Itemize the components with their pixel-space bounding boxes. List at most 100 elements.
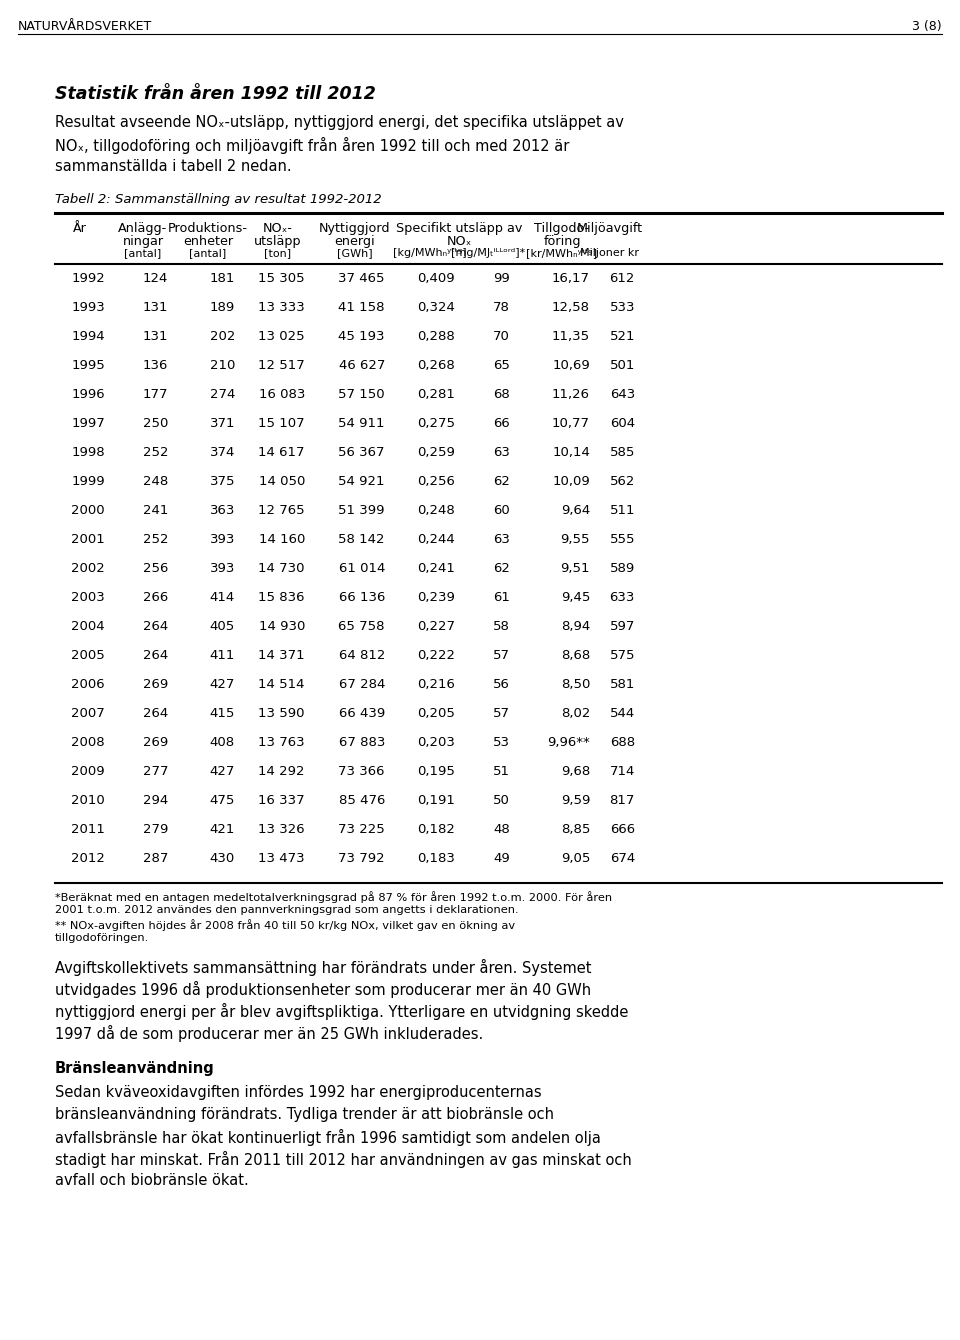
Text: 54 921: 54 921 [339,474,385,488]
Text: 99: 99 [493,272,510,285]
Text: 269: 269 [143,678,168,691]
Text: 562: 562 [610,474,635,488]
Text: 274: 274 [209,389,235,401]
Text: Miljoner kr: Miljoner kr [581,248,639,259]
Text: 13 590: 13 590 [258,708,305,720]
Text: 60: 60 [493,504,510,517]
Text: 544: 544 [610,708,635,720]
Text: 252: 252 [142,533,168,545]
Text: bränsleanvändning förändrats. Tydliga trender är att biobränsle och: bränsleanvändning förändrats. Tydliga tr… [55,1107,554,1122]
Text: 0,259: 0,259 [418,446,455,460]
Text: 14 617: 14 617 [258,446,305,460]
Text: 78: 78 [493,302,510,314]
Text: 45 193: 45 193 [339,330,385,343]
Text: 585: 585 [610,446,635,460]
Text: 2002: 2002 [71,561,105,575]
Text: ** NOx-avgiften höjdes år 2008 från 40 till 50 kr/kg NOx, vilket gav en ökning a: ** NOx-avgiften höjdes år 2008 från 40 t… [55,919,516,931]
Text: 73 366: 73 366 [339,765,385,779]
Text: 13 326: 13 326 [258,823,305,836]
Text: 252: 252 [142,446,168,460]
Text: 10,77: 10,77 [552,417,590,430]
Text: 3 (8): 3 (8) [912,20,942,34]
Text: 264: 264 [143,649,168,662]
Text: 363: 363 [209,504,235,517]
Text: 604: 604 [610,417,635,430]
Text: 666: 666 [610,823,635,836]
Text: 68: 68 [493,389,510,401]
Text: 13 333: 13 333 [258,302,305,314]
Text: Bränsleanvändning: Bränsleanvändning [55,1061,215,1076]
Text: 189: 189 [209,302,235,314]
Text: 0,195: 0,195 [418,765,455,779]
Text: 0,409: 0,409 [418,272,455,285]
Text: 62: 62 [493,561,510,575]
Text: 264: 264 [143,708,168,720]
Text: 1997: 1997 [71,417,105,430]
Text: 9,68: 9,68 [561,765,590,779]
Text: 0,281: 0,281 [418,389,455,401]
Text: 11,26: 11,26 [552,389,590,401]
Text: NOₓ: NOₓ [446,234,471,248]
Text: 10,14: 10,14 [552,446,590,460]
Text: NOₓ, tillgodoföring och miljöavgift från åren 1992 till och med 2012 är: NOₓ, tillgodoföring och miljöavgift från… [55,137,569,154]
Text: 2007: 2007 [71,708,105,720]
Text: 66 136: 66 136 [339,591,385,604]
Text: 67 284: 67 284 [339,678,385,691]
Text: 411: 411 [209,649,235,662]
Text: 8,85: 8,85 [561,823,590,836]
Text: 1995: 1995 [71,359,105,373]
Text: 48: 48 [493,823,510,836]
Text: 393: 393 [209,533,235,545]
Text: avfallsbränsle har ökat kontinuerligt från 1996 samtidigt som andelen olja: avfallsbränsle har ökat kontinuerligt fr… [55,1130,601,1146]
Text: 1993: 1993 [71,302,105,314]
Text: 8,50: 8,50 [561,678,590,691]
Text: [antal]: [antal] [125,248,161,259]
Text: 0,256: 0,256 [418,474,455,488]
Text: 264: 264 [143,620,168,632]
Text: 393: 393 [209,561,235,575]
Text: 521: 521 [610,330,635,343]
Text: 427: 427 [209,765,235,779]
Text: 58 142: 58 142 [339,533,385,545]
Text: 287: 287 [143,852,168,866]
Text: 51: 51 [493,765,510,779]
Text: 8,94: 8,94 [561,620,590,632]
Text: 475: 475 [209,795,235,807]
Text: 177: 177 [142,389,168,401]
Text: 14 050: 14 050 [258,474,305,488]
Text: 9,45: 9,45 [561,591,590,604]
Text: 11,35: 11,35 [552,330,590,343]
Text: 67 883: 67 883 [339,736,385,749]
Text: 16 083: 16 083 [258,389,305,401]
Text: 9,59: 9,59 [561,795,590,807]
Text: 66 439: 66 439 [339,708,385,720]
Text: 0,222: 0,222 [417,649,455,662]
Text: 714: 714 [610,765,635,779]
Text: 1999: 1999 [71,474,105,488]
Text: [mg/MJₜᴵᴸᴸᵒʳᵈ]*: [mg/MJₜᴵᴸᴸᵒʳᵈ]* [451,248,525,259]
Text: 14 292: 14 292 [258,765,305,779]
Text: 279: 279 [143,823,168,836]
Text: 61 014: 61 014 [339,561,385,575]
Text: 643: 643 [610,389,635,401]
Text: Tabell 2: Sammanställning av resultat 1992-2012: Tabell 2: Sammanställning av resultat 19… [55,193,382,206]
Text: 63: 63 [493,533,510,545]
Text: 63: 63 [493,446,510,460]
Text: Miljöavgift: Miljöavgift [577,222,643,234]
Text: 51 399: 51 399 [339,504,385,517]
Text: utsläpp: utsläpp [254,234,301,248]
Text: 13 473: 13 473 [258,852,305,866]
Text: 37 465: 37 465 [339,272,385,285]
Text: 0,203: 0,203 [418,736,455,749]
Text: 511: 511 [610,504,635,517]
Text: 2010: 2010 [71,795,105,807]
Text: [kr/MWhₙʸᵗᵗᵍ]: [kr/MWhₙʸᵗᵗᵍ] [526,248,597,259]
Text: energi: energi [335,234,375,248]
Text: 131: 131 [142,330,168,343]
Text: 85 476: 85 476 [339,795,385,807]
Text: 1994: 1994 [71,330,105,343]
Text: [ton]: [ton] [264,248,292,259]
Text: 633: 633 [610,591,635,604]
Text: 13 763: 13 763 [258,736,305,749]
Text: 70: 70 [493,330,510,343]
